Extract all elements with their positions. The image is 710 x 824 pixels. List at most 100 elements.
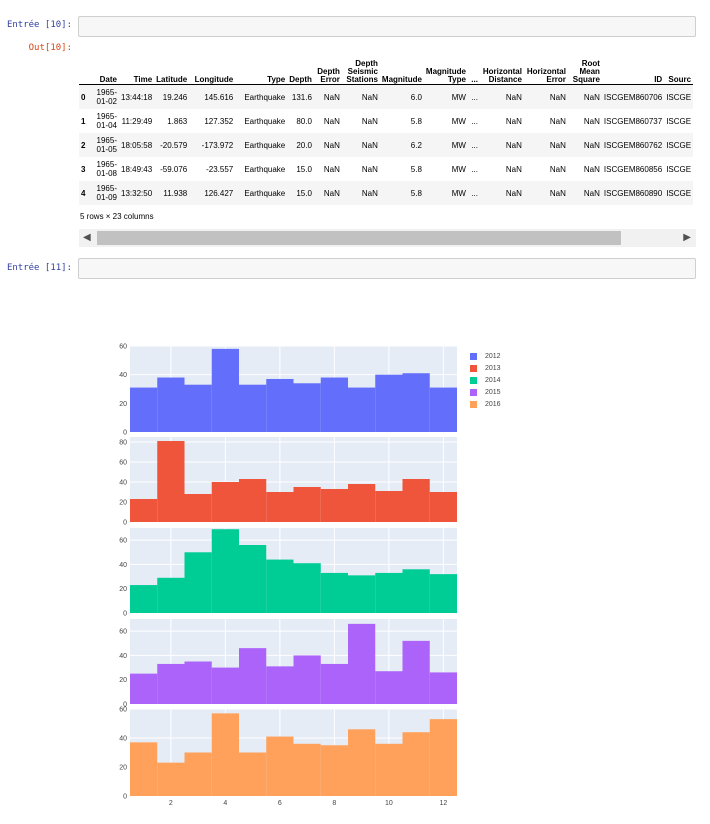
legend-swatch	[470, 376, 477, 384]
y-tick-label: 0	[123, 794, 127, 801]
table-cell: NaN	[361, 188, 378, 198]
table-cell: Earthquake	[244, 92, 286, 102]
legend-swatch	[470, 388, 477, 396]
legend-label: 2016	[485, 400, 501, 408]
table-cell: NaN	[323, 92, 340, 102]
table-cell: 1.863	[167, 116, 188, 126]
bar	[320, 745, 348, 796]
y-tick-label: 0	[123, 611, 127, 618]
bar	[239, 648, 267, 704]
row-index: 0	[81, 92, 86, 102]
x-tick-label: 8	[332, 800, 336, 807]
legend-label: 2015	[485, 388, 501, 396]
x-tick-label: 12	[439, 800, 447, 807]
scroll-left-icon[interactable]: ◀	[83, 232, 91, 243]
bar	[130, 499, 158, 522]
table-cell: NaN	[505, 92, 522, 102]
table-cell: ISCGE	[666, 164, 692, 174]
column-header: Magnitude Type	[423, 52, 468, 85]
scrollbar-thumb[interactable]	[97, 231, 621, 245]
table-cell: 11:29:49	[121, 116, 153, 126]
table-cell: ...	[471, 92, 478, 102]
input-prompt-11: Entrée [11]:	[6, 263, 72, 273]
y-tick-label: 60	[119, 344, 127, 351]
bar	[184, 752, 212, 796]
table-cell: MW	[451, 188, 466, 198]
table-cell: NaN	[583, 140, 600, 150]
table-cell: 13:32:50	[121, 188, 153, 198]
bar	[429, 492, 457, 522]
bar	[293, 743, 321, 796]
bar	[348, 729, 376, 796]
x-tick-label: 2	[169, 800, 173, 807]
table-cell: MW	[451, 116, 466, 126]
y-tick-label: 20	[119, 586, 127, 593]
bar	[211, 529, 239, 613]
scroll-right-icon[interactable]: ▶	[683, 232, 691, 243]
bar	[375, 671, 403, 704]
legend-label: 2013	[485, 364, 501, 372]
table-cell: NaN	[361, 92, 378, 102]
column-header: Date	[93, 52, 119, 85]
y-tick-label: 40	[119, 653, 127, 660]
dataframe-table: Date Time Latitude Longitude Type Depth Depth …	[79, 52, 694, 205]
table-cell: NaN	[361, 116, 378, 126]
table-cell: ISCGE	[666, 92, 692, 102]
bar	[348, 484, 376, 522]
bar	[320, 572, 348, 613]
table-cell: NaN	[583, 116, 600, 126]
y-tick-label: 40	[119, 480, 127, 487]
code-cell-11[interactable]	[78, 258, 696, 279]
table-cell: ISCGE	[666, 116, 692, 126]
table-cell: 15.0	[296, 164, 312, 174]
y-tick-label: 40	[119, 372, 127, 379]
table-cell: NaN	[323, 164, 340, 174]
bar	[211, 348, 239, 432]
table-cell: NaN	[549, 188, 566, 198]
table-cell: NaN	[505, 116, 522, 126]
code-cell-10[interactable]	[78, 16, 696, 37]
bar	[293, 655, 321, 704]
table-cell: MW	[451, 140, 466, 150]
table-cell: NaN	[549, 116, 566, 126]
bar	[375, 572, 403, 613]
bar	[402, 479, 430, 522]
legend-swatch	[470, 364, 477, 372]
bar	[130, 585, 158, 613]
table-row: 1 1965-01-04 11:29:49 1.863 127.352 Earthquak…	[79, 109, 693, 133]
y-tick-label: 20	[119, 401, 127, 408]
legend-item[interactable]: 2012	[470, 350, 501, 362]
table-cell: Earthquake	[244, 116, 286, 126]
bar	[348, 387, 376, 432]
horizontal-scrollbar[interactable]: ◀ ▶	[79, 229, 696, 247]
bar	[320, 377, 348, 432]
legend-item[interactable]: 2013	[470, 362, 501, 374]
bar	[429, 719, 457, 796]
table-cell: ISCGEM860706	[603, 92, 663, 102]
y-tick-label: 20	[119, 677, 127, 684]
table-cell: ISCGEM860890	[603, 188, 663, 198]
row-index: 1	[81, 116, 86, 126]
legend-item[interactable]: 2015	[470, 386, 501, 398]
legend-swatch	[470, 400, 477, 408]
table-cell: NaN	[323, 116, 340, 126]
y-tick-label: 60	[119, 538, 127, 545]
bar	[429, 387, 457, 432]
table-cell: ...	[471, 188, 478, 198]
bar	[239, 752, 267, 796]
table-cell: NaN	[505, 164, 522, 174]
legend-item[interactable]: 2014	[470, 374, 501, 386]
column-header: Latitude	[154, 52, 190, 85]
bar	[239, 479, 267, 522]
column-header: Horizontal Error	[523, 52, 568, 85]
bar	[266, 559, 294, 613]
table-cell: Earthquake	[244, 188, 286, 198]
bar	[157, 663, 185, 704]
table-cell: 18:49:43	[121, 164, 153, 174]
bar	[293, 383, 321, 432]
bar	[320, 663, 348, 704]
column-header: ...	[467, 52, 480, 85]
bar	[130, 387, 158, 432]
table-row: 4 1965-01-09 13:32:50 11.938 126.427 Earthqua…	[79, 181, 694, 205]
legend-item[interactable]: 2016	[470, 398, 501, 410]
